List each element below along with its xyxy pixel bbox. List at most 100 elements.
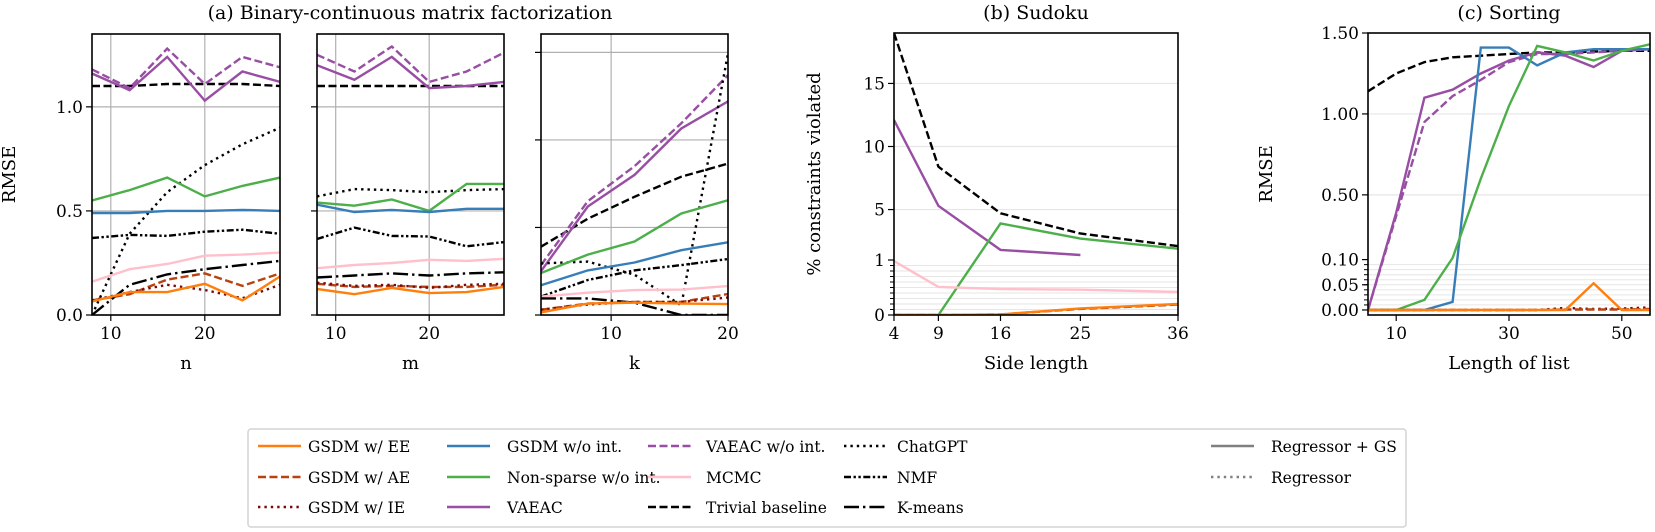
series-line-vaeac-w-o-int- [541, 74, 728, 266]
legend-item: MCMC [648, 469, 761, 487]
x-tick-label: 9 [933, 324, 944, 344]
y-tick-label: 1.00 [1321, 105, 1359, 125]
axes-frame [316, 33, 505, 316]
series-line-vaeac-w-o-int- [92, 46, 280, 90]
series-line-gsdm-w-o-int- [541, 241, 728, 287]
x-axis-label: k [629, 353, 641, 374]
legend-label: Non-sparse w/o int. [507, 469, 661, 487]
y-tick-label: 5 [874, 201, 885, 221]
x-tick-label: 20 [418, 324, 440, 344]
legend-label: Regressor + GS [1271, 438, 1397, 456]
series-line-non-sparse-w-o-int- [541, 199, 728, 275]
legend: GSDM w/ EE GSDM w/ AE GSDM w/ IE GSDM w/o i… [247, 428, 1407, 528]
legend-label: GSDM w/o int. [507, 438, 622, 456]
series-line-gsdm-w-ee [1368, 281, 1650, 312]
legend-label: K-means [897, 499, 964, 517]
y-tick-label: 0.00 [1321, 301, 1359, 321]
subplot-0: 10 20 0.0 0.5 1.0 n RMSE [0, 33, 281, 374]
series-line-gsdm-w-o-int- [1368, 46, 1650, 312]
series-line-mcmc [92, 251, 280, 283]
series-line-vaeac [317, 55, 504, 90]
series-line-mcmc [317, 257, 504, 270]
x-tick-label: 36 [1167, 324, 1189, 344]
y-axis-label: % constraints violated [804, 72, 825, 275]
series-line-k-means [541, 297, 728, 315]
x-tick-label: 10 [600, 324, 622, 344]
legend-item: Regressor [1211, 469, 1352, 487]
series-line-gsdm-w-ae [92, 272, 280, 302]
panel-b-title: (b) Sudoku [983, 2, 1089, 24]
series-line-mcmc [541, 284, 728, 298]
y-tick-label: 1.0 [56, 98, 83, 118]
series-line-nmf [317, 226, 504, 248]
x-tick-label: 50 [1611, 324, 1633, 344]
y-tick-label: 1 [874, 251, 885, 271]
y-tick-label: 0.05 [1321, 276, 1359, 296]
x-tick-label: 25 [1070, 324, 1092, 344]
series-line-vaeac [92, 55, 280, 103]
y-tick-label: 10 [863, 138, 885, 158]
axes-frame [540, 33, 729, 316]
legend-item: ChatGPT [844, 438, 968, 456]
x-axis-label: n [180, 353, 192, 374]
series-line-vaeac [541, 100, 728, 272]
series-line-gsdm-w-o-int- [317, 203, 504, 214]
series-line-non-sparse-w-o-int- [894, 222, 1178, 315]
legend-label: VAEAC [506, 499, 563, 517]
series-line-chatgpt [92, 126, 280, 315]
axes-frame [893, 32, 1179, 316]
legend-label: NMF [897, 469, 937, 487]
axes-frame [1367, 32, 1651, 316]
series-line-gsdm-w-ae [317, 282, 504, 289]
series-line-non-sparse-w-o-int- [317, 182, 504, 213]
y-tick-label: 0 [874, 306, 885, 326]
series-line-k-means [92, 259, 280, 315]
legend-item: NMF [844, 469, 937, 487]
legend-box [247, 428, 1407, 528]
series-line-gsdm-w-ee [317, 285, 504, 296]
legend-item: GSDM w/ EE [258, 438, 410, 456]
legend-label: Trivial baseline [706, 499, 827, 517]
y-axis-label: RMSE [1256, 145, 1277, 202]
x-tick-label: 10 [325, 324, 347, 344]
x-axis-label: m [402, 353, 419, 374]
legend-label: MCMC [706, 469, 761, 487]
series-line-k-means [317, 271, 504, 279]
legend-label: Regressor [1271, 469, 1352, 487]
y-axis-label: RMSE [0, 146, 20, 203]
legend-item: GSDM w/o int. [447, 438, 622, 456]
legend-item: K-means [844, 499, 964, 517]
legend-item: VAEAC [447, 499, 563, 517]
series-line-gsdm-w-o-int- [92, 208, 280, 215]
y-tick-label: 0.0 [56, 306, 83, 326]
series-line-gsdm-w-ee [92, 275, 280, 303]
series-line-nmf [541, 257, 728, 298]
x-tick-label: 30 [1498, 324, 1520, 344]
series-line-vaeac-w-o-int- [1368, 48, 1650, 311]
subplot-2: 10 20 k [535, 33, 739, 374]
y-tick-label: 0.5 [56, 202, 83, 222]
legend-label: VAEAC w/o int. [705, 438, 825, 456]
series-line-nmf [92, 228, 280, 240]
legend-item: Trivial baseline [648, 499, 827, 517]
y-tick-label: 1.50 [1321, 24, 1359, 44]
y-tick-label: 15 [863, 74, 885, 94]
series-line-vaeac [894, 119, 1081, 257]
series-line-mcmc [894, 260, 1178, 294]
y-tick-label: 0.50 [1321, 186, 1359, 206]
series-line-gsdm-w-ee [541, 301, 728, 314]
x-tick-label: 4 [889, 324, 900, 344]
legend-item: GSDM w/ AE [258, 469, 410, 487]
series-line-chatgpt [541, 53, 728, 308]
legend-item: Non-sparse w/o int. [447, 469, 661, 487]
legend-label: GSDM w/ EE [308, 438, 410, 456]
series-line-trivial-baseline [894, 33, 1178, 248]
legend-item: Regressor + GS [1211, 438, 1397, 456]
x-tick-label: 10 [100, 324, 122, 344]
series-line-non-sparse-w-o-int- [1368, 43, 1650, 312]
legend-label: GSDM w/ IE [308, 499, 405, 517]
x-tick-label: 10 [1385, 324, 1407, 344]
